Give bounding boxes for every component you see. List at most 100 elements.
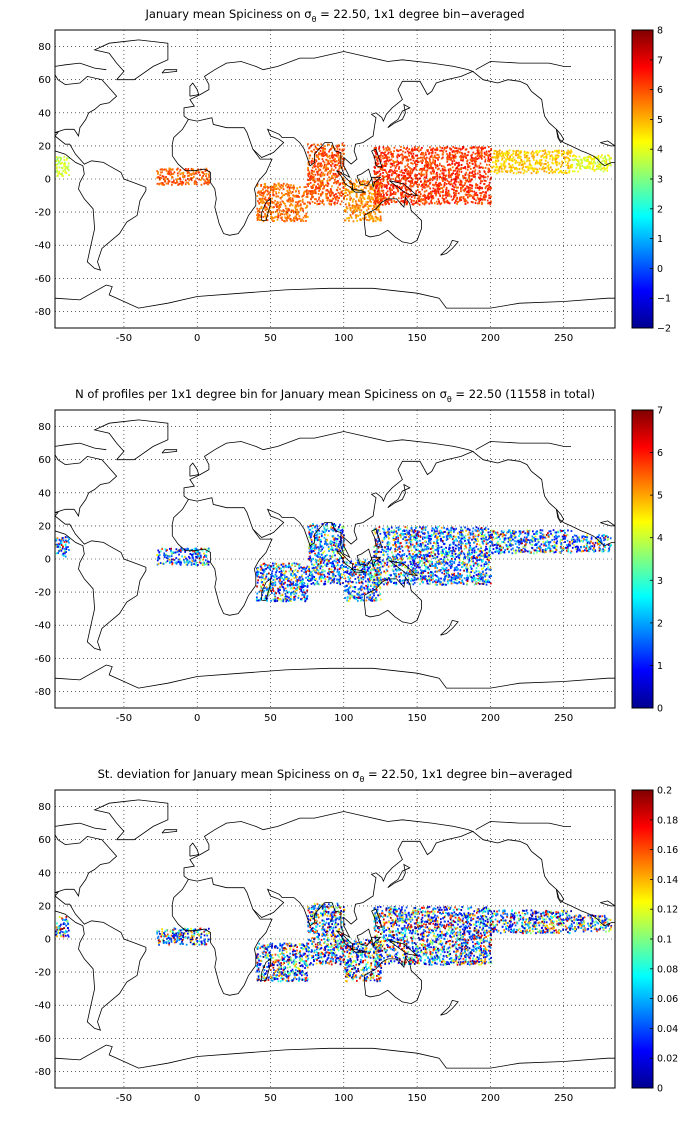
bin-cell	[436, 172, 438, 174]
bin-cell	[429, 146, 431, 148]
bin-cell	[298, 595, 300, 597]
bin-cell	[329, 199, 331, 201]
bin-cell	[523, 172, 525, 174]
bin-cell	[270, 188, 272, 190]
bin-cell	[327, 182, 329, 184]
bin-cell	[332, 535, 334, 537]
bin-cell	[334, 161, 336, 163]
bin-cell	[425, 166, 427, 168]
bin-cell	[311, 160, 313, 162]
bin-cell	[164, 169, 166, 171]
bin-cell	[265, 576, 267, 578]
bin-cell	[391, 159, 393, 161]
bin-cell	[298, 566, 300, 568]
bin-cell	[62, 548, 64, 550]
bin-cell	[561, 172, 563, 174]
bin-cell	[539, 162, 541, 164]
bin-cell	[288, 578, 290, 580]
bin-cell	[280, 575, 282, 577]
bin-cell	[303, 585, 305, 587]
bin-cell	[293, 577, 295, 579]
bin-cell	[386, 194, 388, 196]
bin-cell	[434, 202, 436, 204]
bin-cell	[413, 200, 415, 202]
bin-cell	[457, 152, 459, 154]
bin-cell	[284, 582, 286, 584]
bin-cell	[276, 600, 278, 602]
bin-cell	[515, 167, 517, 169]
bin-cell	[364, 198, 366, 200]
bin-cell	[342, 576, 344, 578]
bin-cell	[357, 207, 359, 209]
bin-cell	[307, 152, 309, 154]
y-tick-label: 60	[38, 75, 51, 86]
bin-cell	[304, 186, 306, 188]
bin-cell	[481, 151, 483, 153]
bin-cell	[425, 154, 427, 156]
bin-cell	[342, 163, 344, 165]
bin-cell	[282, 574, 284, 576]
bin-cell	[339, 581, 341, 583]
bin-cell	[395, 180, 397, 182]
bin-cell	[370, 188, 372, 190]
bin-cell	[406, 159, 408, 161]
bin-cell	[461, 171, 463, 173]
bin-cell	[317, 539, 319, 541]
bin-cell	[356, 220, 358, 222]
bin-cell	[344, 219, 346, 221]
bin-cell	[257, 219, 259, 221]
bin-cell	[383, 149, 385, 151]
bin-cell	[57, 546, 59, 548]
bin-cell	[479, 187, 481, 189]
bin-cell	[185, 179, 187, 181]
bin-cell	[539, 150, 541, 152]
bin-cell	[332, 530, 334, 532]
bin-cell	[550, 166, 552, 168]
bin-cell	[474, 167, 476, 169]
bin-cell	[64, 552, 66, 554]
bin-cell	[297, 570, 299, 572]
bin-cell	[562, 162, 564, 164]
bin-cell	[273, 566, 275, 568]
y-tick-label: -40	[35, 241, 51, 252]
bin-cell	[298, 205, 300, 207]
bin-cell	[458, 175, 460, 177]
colorbar-tick-label: 3	[657, 175, 663, 186]
bin-cell	[178, 554, 180, 556]
bin-cell	[452, 172, 454, 174]
bin-cell	[483, 183, 485, 185]
bin-cell	[265, 568, 267, 570]
bin-cell	[309, 203, 311, 205]
bin-cell	[497, 160, 499, 162]
bin-cell	[330, 571, 332, 573]
bin-cell	[434, 184, 436, 186]
bin-cell	[327, 174, 329, 176]
bin-cell	[509, 165, 511, 167]
bin-cell	[392, 178, 394, 180]
bin-cell	[397, 164, 399, 166]
bin-cell	[445, 197, 447, 199]
bin-cell	[405, 187, 407, 189]
bin-cell	[419, 157, 421, 159]
bin-cell	[583, 157, 585, 159]
bin-cell	[455, 157, 457, 159]
bin-cell	[317, 188, 319, 190]
bin-cell	[462, 175, 464, 177]
bin-cell	[544, 167, 546, 169]
bin-cell	[336, 540, 338, 542]
bin-cell	[281, 600, 283, 602]
bin-cell	[337, 535, 339, 537]
bin-cell	[308, 175, 310, 177]
bin-cell	[319, 584, 321, 586]
bin-cell	[584, 167, 586, 169]
bin-cell	[477, 173, 479, 175]
bin-cell	[462, 160, 464, 162]
bin-cell	[390, 178, 392, 180]
bin-cell	[176, 563, 178, 565]
bin-cell	[282, 600, 284, 602]
bin-cell	[389, 174, 391, 176]
bin-cell	[477, 148, 479, 150]
bin-cell	[256, 593, 258, 595]
bin-cell	[182, 176, 184, 178]
bin-cell	[320, 541, 322, 543]
